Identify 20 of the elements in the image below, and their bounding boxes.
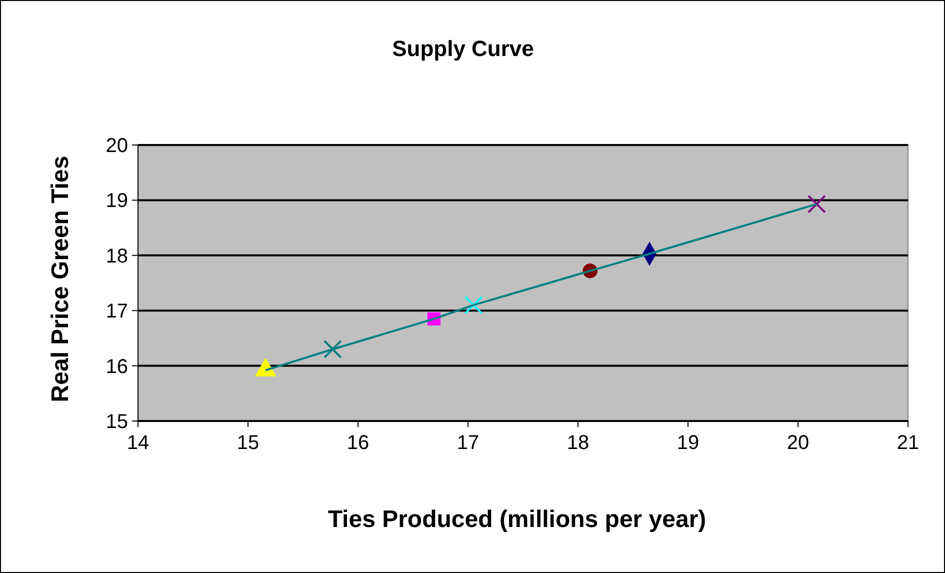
y-tick-label: 15 — [106, 411, 128, 433]
point — [323, 340, 342, 359]
y-axis-title: Real Price Green Ties — [47, 156, 74, 402]
y-tick-label: 18 — [106, 245, 128, 268]
x-tick-label: 18 — [566, 432, 590, 454]
point — [464, 296, 483, 314]
x-tick-label: 21 — [896, 432, 920, 454]
y-tick-label: 17 — [106, 300, 128, 323]
point — [807, 194, 826, 214]
x-tick-label: 19 — [676, 432, 700, 454]
chart-title: Supply Curve — [392, 36, 534, 61]
y-tick-label: 16 — [106, 356, 128, 378]
y-tick-label: 19 — [106, 190, 128, 212]
x-tick-label: 15 — [236, 432, 260, 454]
x-axis-title: Ties Produced (millions per year) — [328, 506, 706, 533]
x-tick-label: 17 — [456, 432, 480, 454]
y-tick-label: 20 — [106, 135, 128, 157]
x-tick-label: 20 — [786, 432, 810, 454]
x-tick-label: 16 — [346, 432, 370, 454]
x-tick-label: 14 — [126, 432, 150, 454]
